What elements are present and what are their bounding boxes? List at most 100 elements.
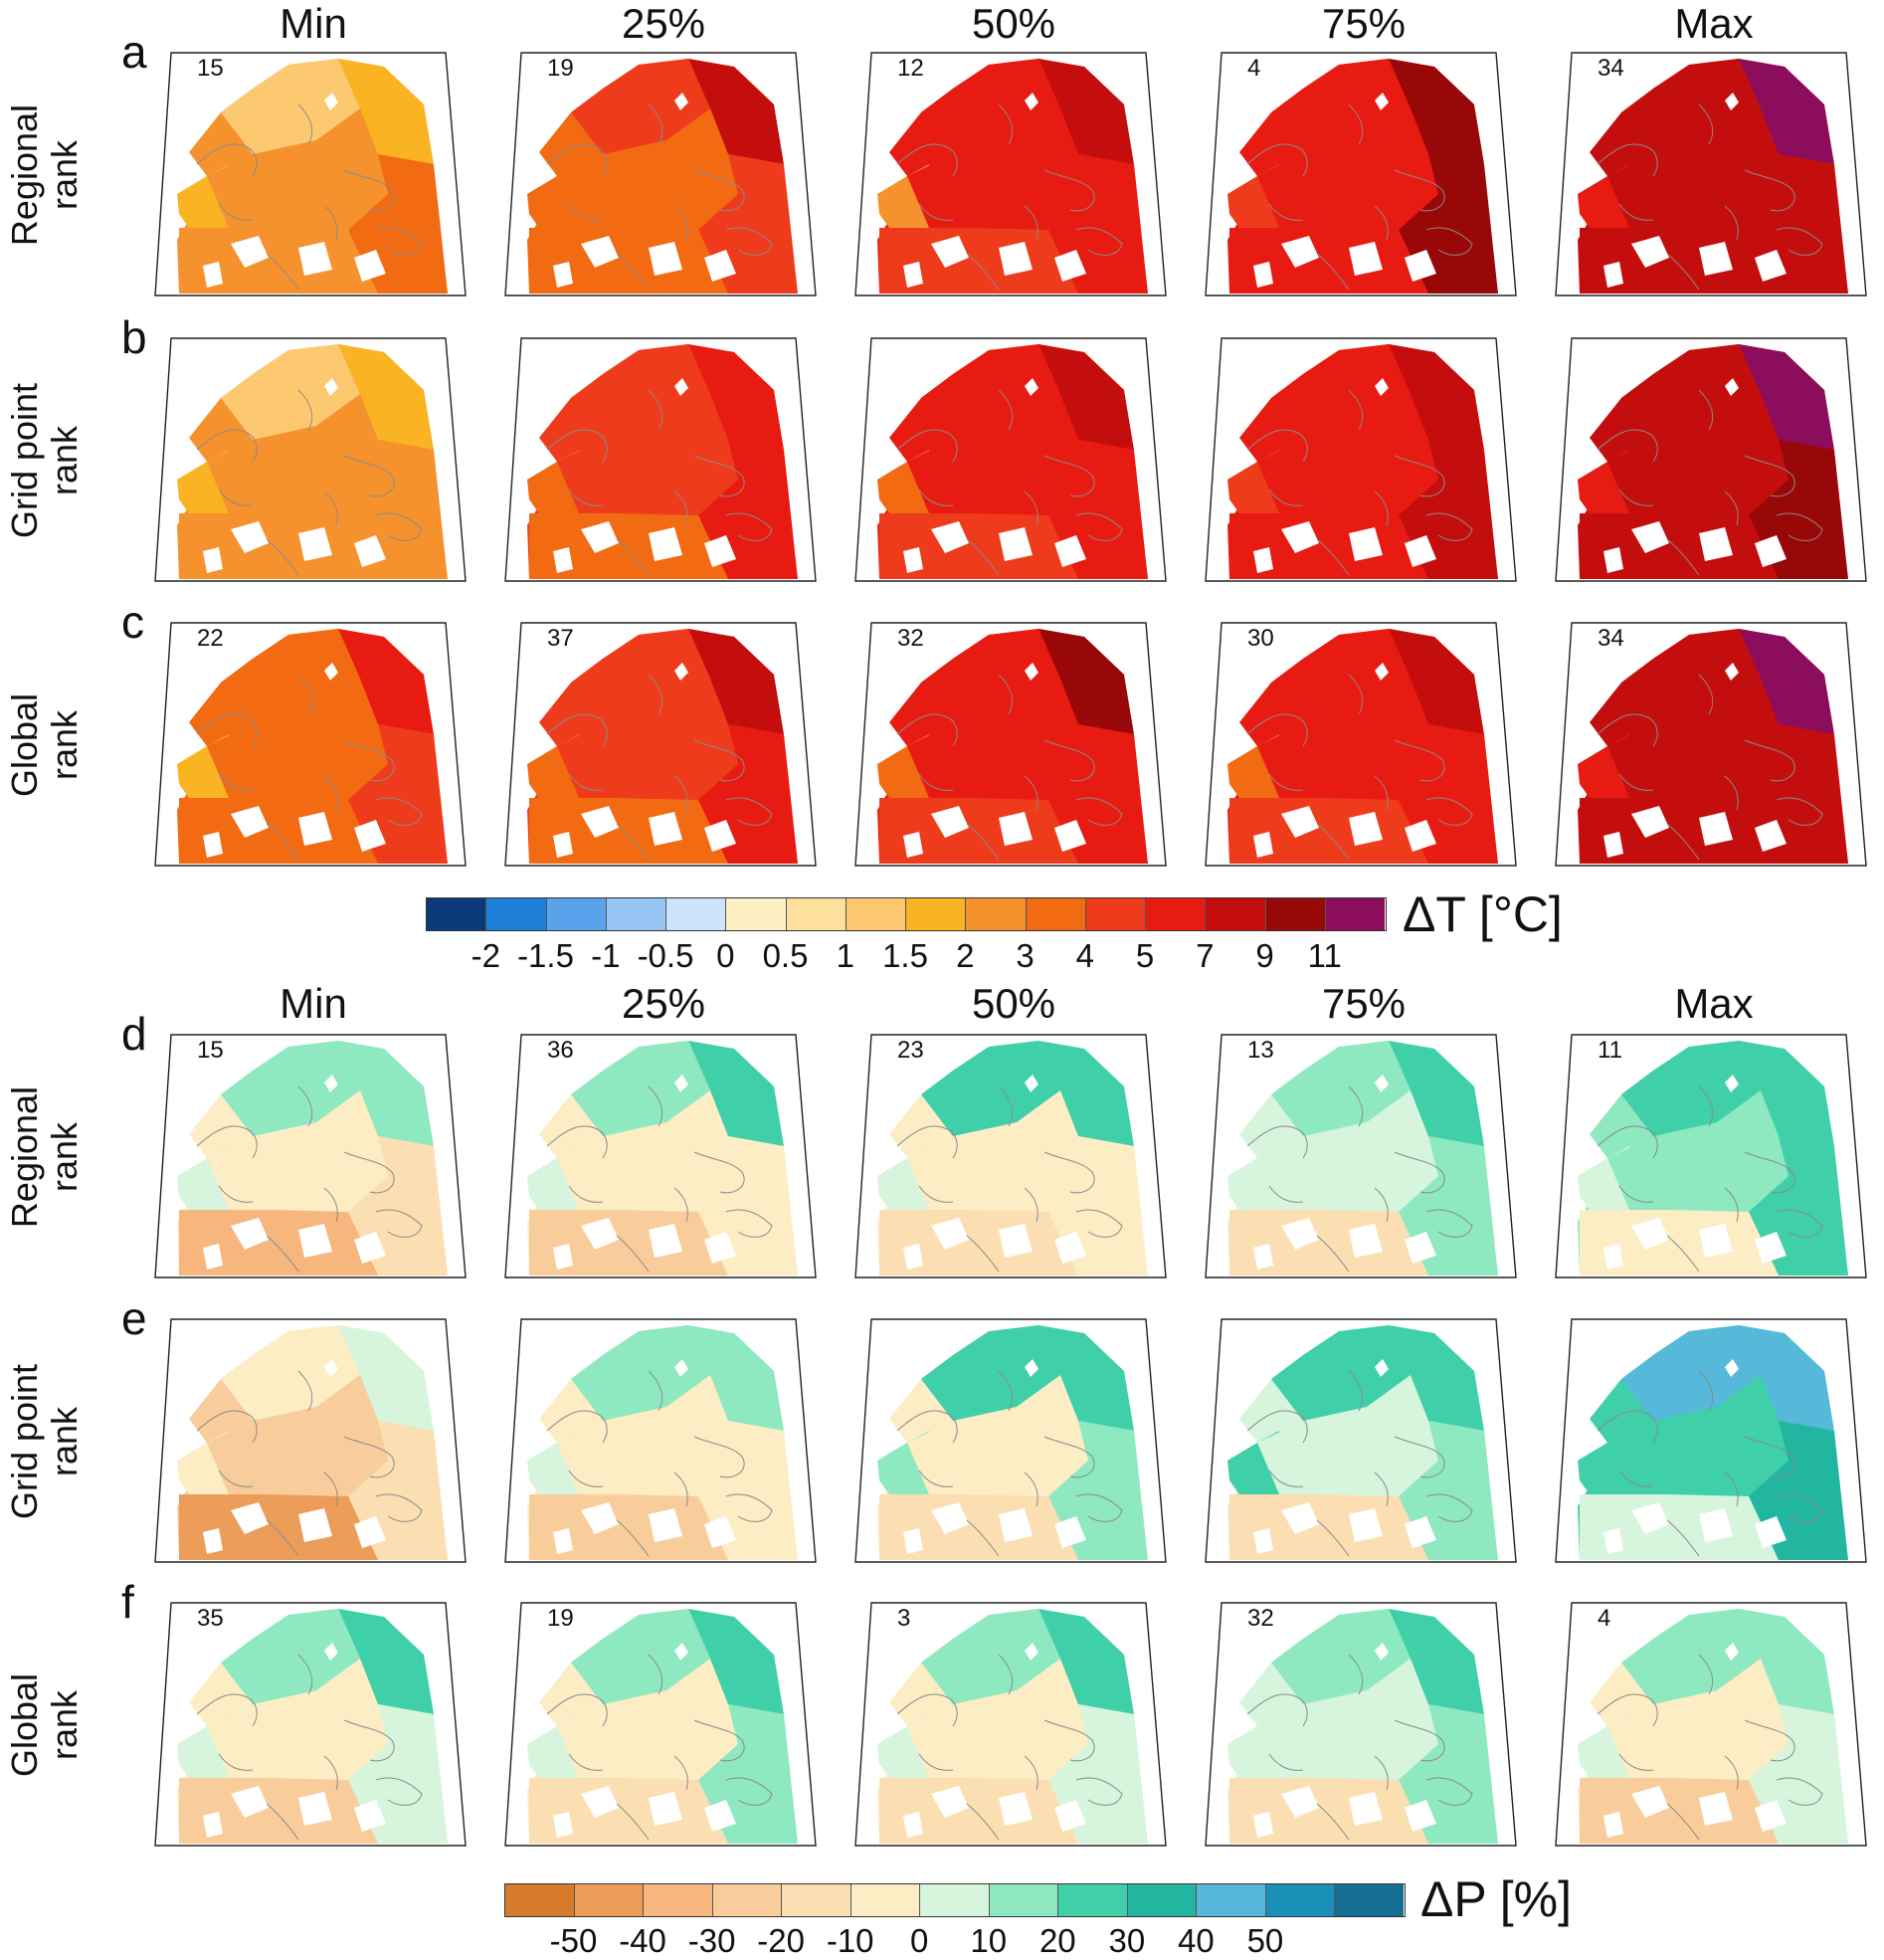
sea-area-1 [999,527,1033,561]
colorbar-tick-label: 0.5 [762,937,809,974]
rank-number: 3 [897,1605,911,1632]
coastline-4 [218,773,254,791]
panel-b-2-map [499,330,828,591]
region-cent [207,1690,388,1780]
row-label-b: Grid point rank [4,351,85,570]
sea-area-0 [1631,1218,1669,1250]
coastline-1 [998,103,1014,145]
coastline-4 [218,203,254,221]
coastline-1 [1698,1370,1714,1412]
colorbar-tick-label: 11 [1307,937,1342,974]
sea-area-2 [1755,1800,1787,1832]
coastline-6 [1024,205,1038,241]
coastline-5 [1666,1519,1700,1557]
panel-letter-c: c [121,596,144,648]
colorbar-tick-label: 40 [1178,1922,1215,1959]
colorbar-tick-label: 7 [1196,937,1215,974]
coastline-4 [1618,1753,1654,1771]
panel-f-1-map [149,1595,477,1856]
colorbar-cell [1325,898,1385,930]
panel-c-3: 32 [849,615,1178,876]
coastline-5 [1316,1235,1350,1273]
region-north [1739,59,1834,164]
sea-area-2 [1405,535,1436,567]
region-cent [907,426,1088,515]
coastline-1 [648,1085,663,1127]
map-frame [1555,622,1867,867]
sea-area-1 [999,242,1033,276]
rank-number: 11 [1598,1037,1622,1064]
region-north [1038,1609,1134,1714]
region-med [529,1210,728,1275]
coastline-4 [1268,1185,1304,1203]
coastline-5 [266,1519,299,1557]
coastline-6 [673,1755,688,1791]
region-scand [571,344,710,440]
coastline-2 [1043,1151,1095,1194]
coastline-1 [648,1370,663,1412]
coastline-1 [297,674,313,715]
colorbar-tick-label: 5 [1135,937,1155,974]
coastline-0 [1597,1125,1658,1159]
region-cent [557,710,738,800]
coastline-1 [998,1370,1014,1412]
region-cent [1257,1122,1438,1212]
sea-area-3 [903,1244,923,1270]
coastline-0 [1246,1125,1308,1159]
panel-b-5 [1550,330,1878,591]
region-med [529,513,728,579]
sea-area-3 [1603,1528,1623,1554]
coastline-5 [1666,1803,1700,1841]
region-north [1389,1041,1484,1146]
coastline-5 [966,253,1000,291]
colorbar-cell [1335,1884,1404,1916]
panel-b-3-map [849,330,1178,591]
region-north [1389,59,1484,164]
rank-number: 13 [1247,1037,1274,1064]
coastline-3 [1425,227,1473,256]
coastline-1 [297,103,313,145]
coastline-5 [1666,823,1700,861]
region-north [688,1325,784,1431]
colorbar-cell [712,1884,783,1916]
colorbar-tick-label: 4 [1075,937,1094,974]
panel-a-1: 15 [149,45,477,305]
coastline-2 [693,455,745,497]
colorbar-cell [1127,1884,1198,1916]
region-scand [221,1041,360,1136]
coastline-6 [1024,490,1038,526]
coastline-2 [1043,169,1095,212]
coastline-3 [1776,512,1823,541]
coastline-1 [648,389,663,431]
column-header-1: Min [280,980,347,1027]
coastline-3 [725,1209,773,1238]
panel-a-3: 12 [849,45,1178,305]
sea-area-2 [1405,820,1436,852]
panel-f-5: 4 [1550,1595,1878,1856]
coastline-6 [1024,1187,1038,1223]
sea-area-2 [704,820,736,852]
region-scand [1621,1041,1761,1136]
region-med [1580,1494,1779,1560]
region-scand [221,1325,360,1421]
coastline-6 [1374,1471,1389,1507]
coastline-5 [616,823,650,861]
coastline-4 [1618,1470,1654,1487]
sea-area-2 [704,1232,736,1264]
coastline-0 [896,713,958,747]
coastline-3 [725,1493,773,1522]
coastline-6 [673,1471,688,1507]
colorbar-cell [1026,898,1086,930]
coastline-6 [673,205,688,241]
colorbar-cell [666,898,727,930]
colorbar-cell [989,1884,1059,1916]
sea-area-0 [931,521,969,553]
region-scand [571,59,710,154]
coastline-4 [918,203,954,221]
region-north [688,344,784,450]
panel-a-1-map [149,45,477,305]
sea-area-0 [1631,1502,1669,1534]
sea-area-3 [553,1528,573,1554]
map-frame [1205,52,1517,296]
sea-area-2 [1405,1232,1436,1264]
